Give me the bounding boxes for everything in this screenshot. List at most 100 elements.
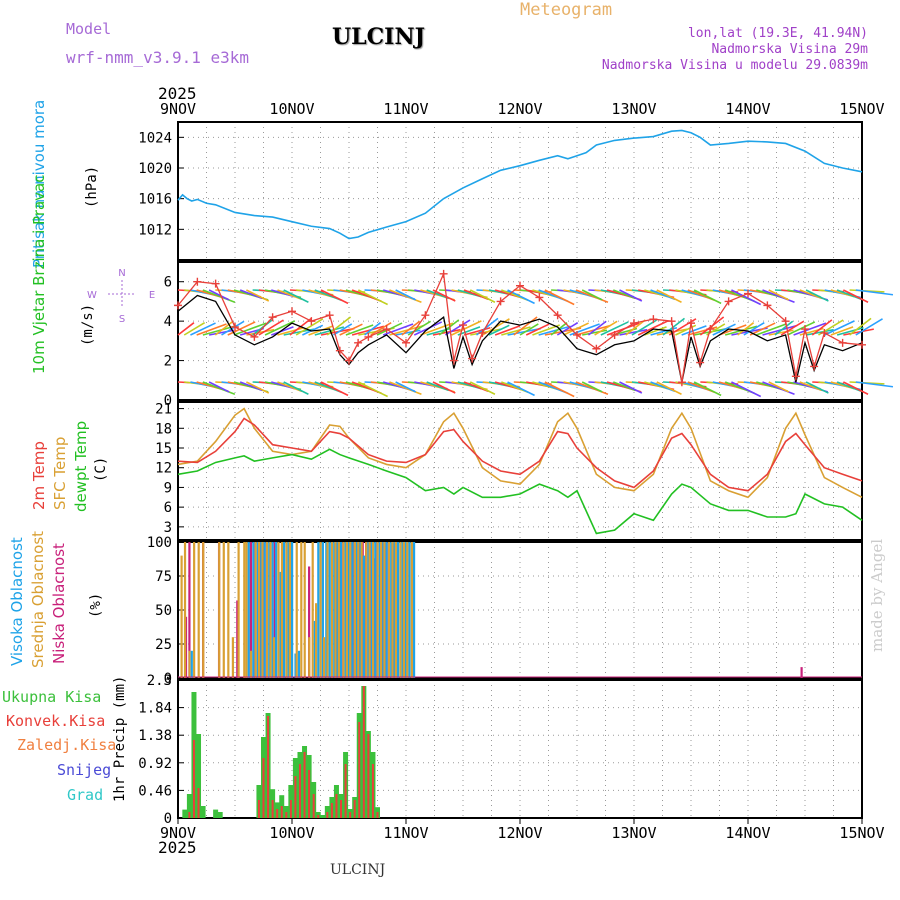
wind-barb: [656, 381, 682, 395]
cloud-bar: [236, 600, 239, 678]
wind-barb: [451, 320, 482, 336]
wind-barb: [432, 381, 456, 394]
y-tick-label: 0: [164, 811, 172, 827]
y-tick-label: 12: [155, 461, 172, 477]
day-label-bottom: 15NOV: [839, 824, 884, 842]
day-label-top: 11NOV: [383, 100, 428, 118]
gust-marker: [421, 311, 430, 320]
temp2m-line: [177, 417, 863, 492]
cloud-bar: [390, 542, 393, 678]
gust-marker: [449, 356, 458, 365]
wind-barb: [768, 381, 790, 393]
cloud-bar: [222, 542, 225, 678]
wind-barb: [320, 289, 349, 305]
cloud-bar: [237, 542, 240, 678]
cloud-bar: [353, 542, 356, 678]
wind-barb: [575, 381, 609, 396]
wind-barb: [475, 317, 499, 336]
wind-barb: [836, 326, 864, 336]
precip-conv-bar: [376, 812, 379, 818]
wind-barb: [805, 289, 829, 302]
precip-conv-bar: [289, 800, 292, 818]
wind-barb: [693, 381, 722, 397]
precip-conv-bar: [317, 815, 320, 818]
wind-barb: [619, 328, 648, 336]
wind-barb: [501, 326, 531, 336]
cloud-bar: [266, 542, 269, 678]
wind-barb: [395, 329, 421, 336]
cloud-bar: [383, 542, 386, 678]
wind-barb: [756, 323, 787, 336]
cloud-bar: [328, 542, 331, 678]
cloud-bar: [355, 542, 359, 678]
cloud-bar: [291, 542, 294, 678]
cloud-bar: [380, 542, 383, 678]
y-tick-label: 6: [164, 500, 172, 516]
precip-conv-bar: [353, 800, 356, 818]
day-label-bottom: 13NOV: [611, 824, 656, 842]
wind-barb: [208, 381, 230, 393]
wind-barb: [762, 324, 798, 336]
model-label: Model: [66, 20, 112, 38]
precip-conv-bar: [367, 734, 370, 818]
wind-barb: [594, 320, 618, 336]
wind-barb: [407, 320, 432, 336]
wind-barb: [842, 381, 869, 395]
cloud-bar: [342, 542, 345, 678]
gust-marker: [459, 321, 467, 330]
day-label-bottom: 11NOV: [383, 824, 428, 842]
wind-barb: [233, 322, 267, 336]
gust-marker: [696, 358, 705, 367]
cloud-bar: [252, 542, 255, 678]
precip-conv-bar: [298, 764, 301, 818]
wind-barb: [662, 317, 685, 336]
precip-conv-bar: [271, 800, 274, 818]
wind-barb: [507, 381, 535, 397]
cloud-bar: [321, 542, 324, 678]
wind-barb: [712, 323, 736, 336]
cloud-bar: [359, 542, 362, 678]
wind-barb: [563, 322, 589, 336]
model-elevation-label: Nadmorska Visina u modelu 29.0839m: [601, 58, 868, 73]
wind-barb: [420, 322, 454, 336]
day-label-top: 12NOV: [497, 100, 542, 118]
gust-marker: [573, 330, 581, 339]
wind-barb: [208, 329, 235, 336]
cloud-bar: [317, 542, 320, 678]
gust-marker: [307, 317, 316, 326]
wind-barb: [494, 325, 521, 336]
precip-conv-bar: [335, 794, 338, 818]
day-label-top: 13NOV: [611, 100, 656, 118]
cloud-bar: [319, 542, 322, 678]
wind-barb: [544, 289, 575, 306]
cloud-bar: [277, 542, 280, 678]
cloud-bar: [336, 542, 339, 678]
wind-barb: [258, 319, 284, 336]
station-title: ULCINJ: [332, 24, 425, 50]
cloud-bar: [351, 542, 354, 678]
cloud-bar: [250, 650, 253, 678]
gust-marker: [610, 330, 619, 339]
wind-barb: [644, 326, 667, 336]
wind-speed-line: [177, 294, 863, 383]
wind-barb: [693, 289, 722, 305]
precip-conv-bar: [192, 740, 195, 818]
cloud-bar: [362, 555, 366, 678]
wind-barb: [190, 322, 216, 336]
wind-barb: [619, 289, 643, 302]
wind-barb: [246, 289, 270, 302]
cloud-bar: [254, 542, 257, 678]
pressure-line: [177, 129, 863, 240]
cloud-bar: [202, 542, 205, 678]
gust-marker: [838, 338, 847, 347]
wind-barb: [214, 320, 234, 336]
wind-barb: [314, 326, 345, 336]
precip-total-bar: [200, 806, 206, 818]
year-top: 2025: [158, 84, 197, 103]
wind-barb: [575, 324, 611, 336]
gust-marker: [335, 346, 344, 355]
gust-marker: [193, 277, 202, 286]
precip-conv-bar: [340, 800, 343, 818]
wind-barb: [370, 321, 392, 336]
